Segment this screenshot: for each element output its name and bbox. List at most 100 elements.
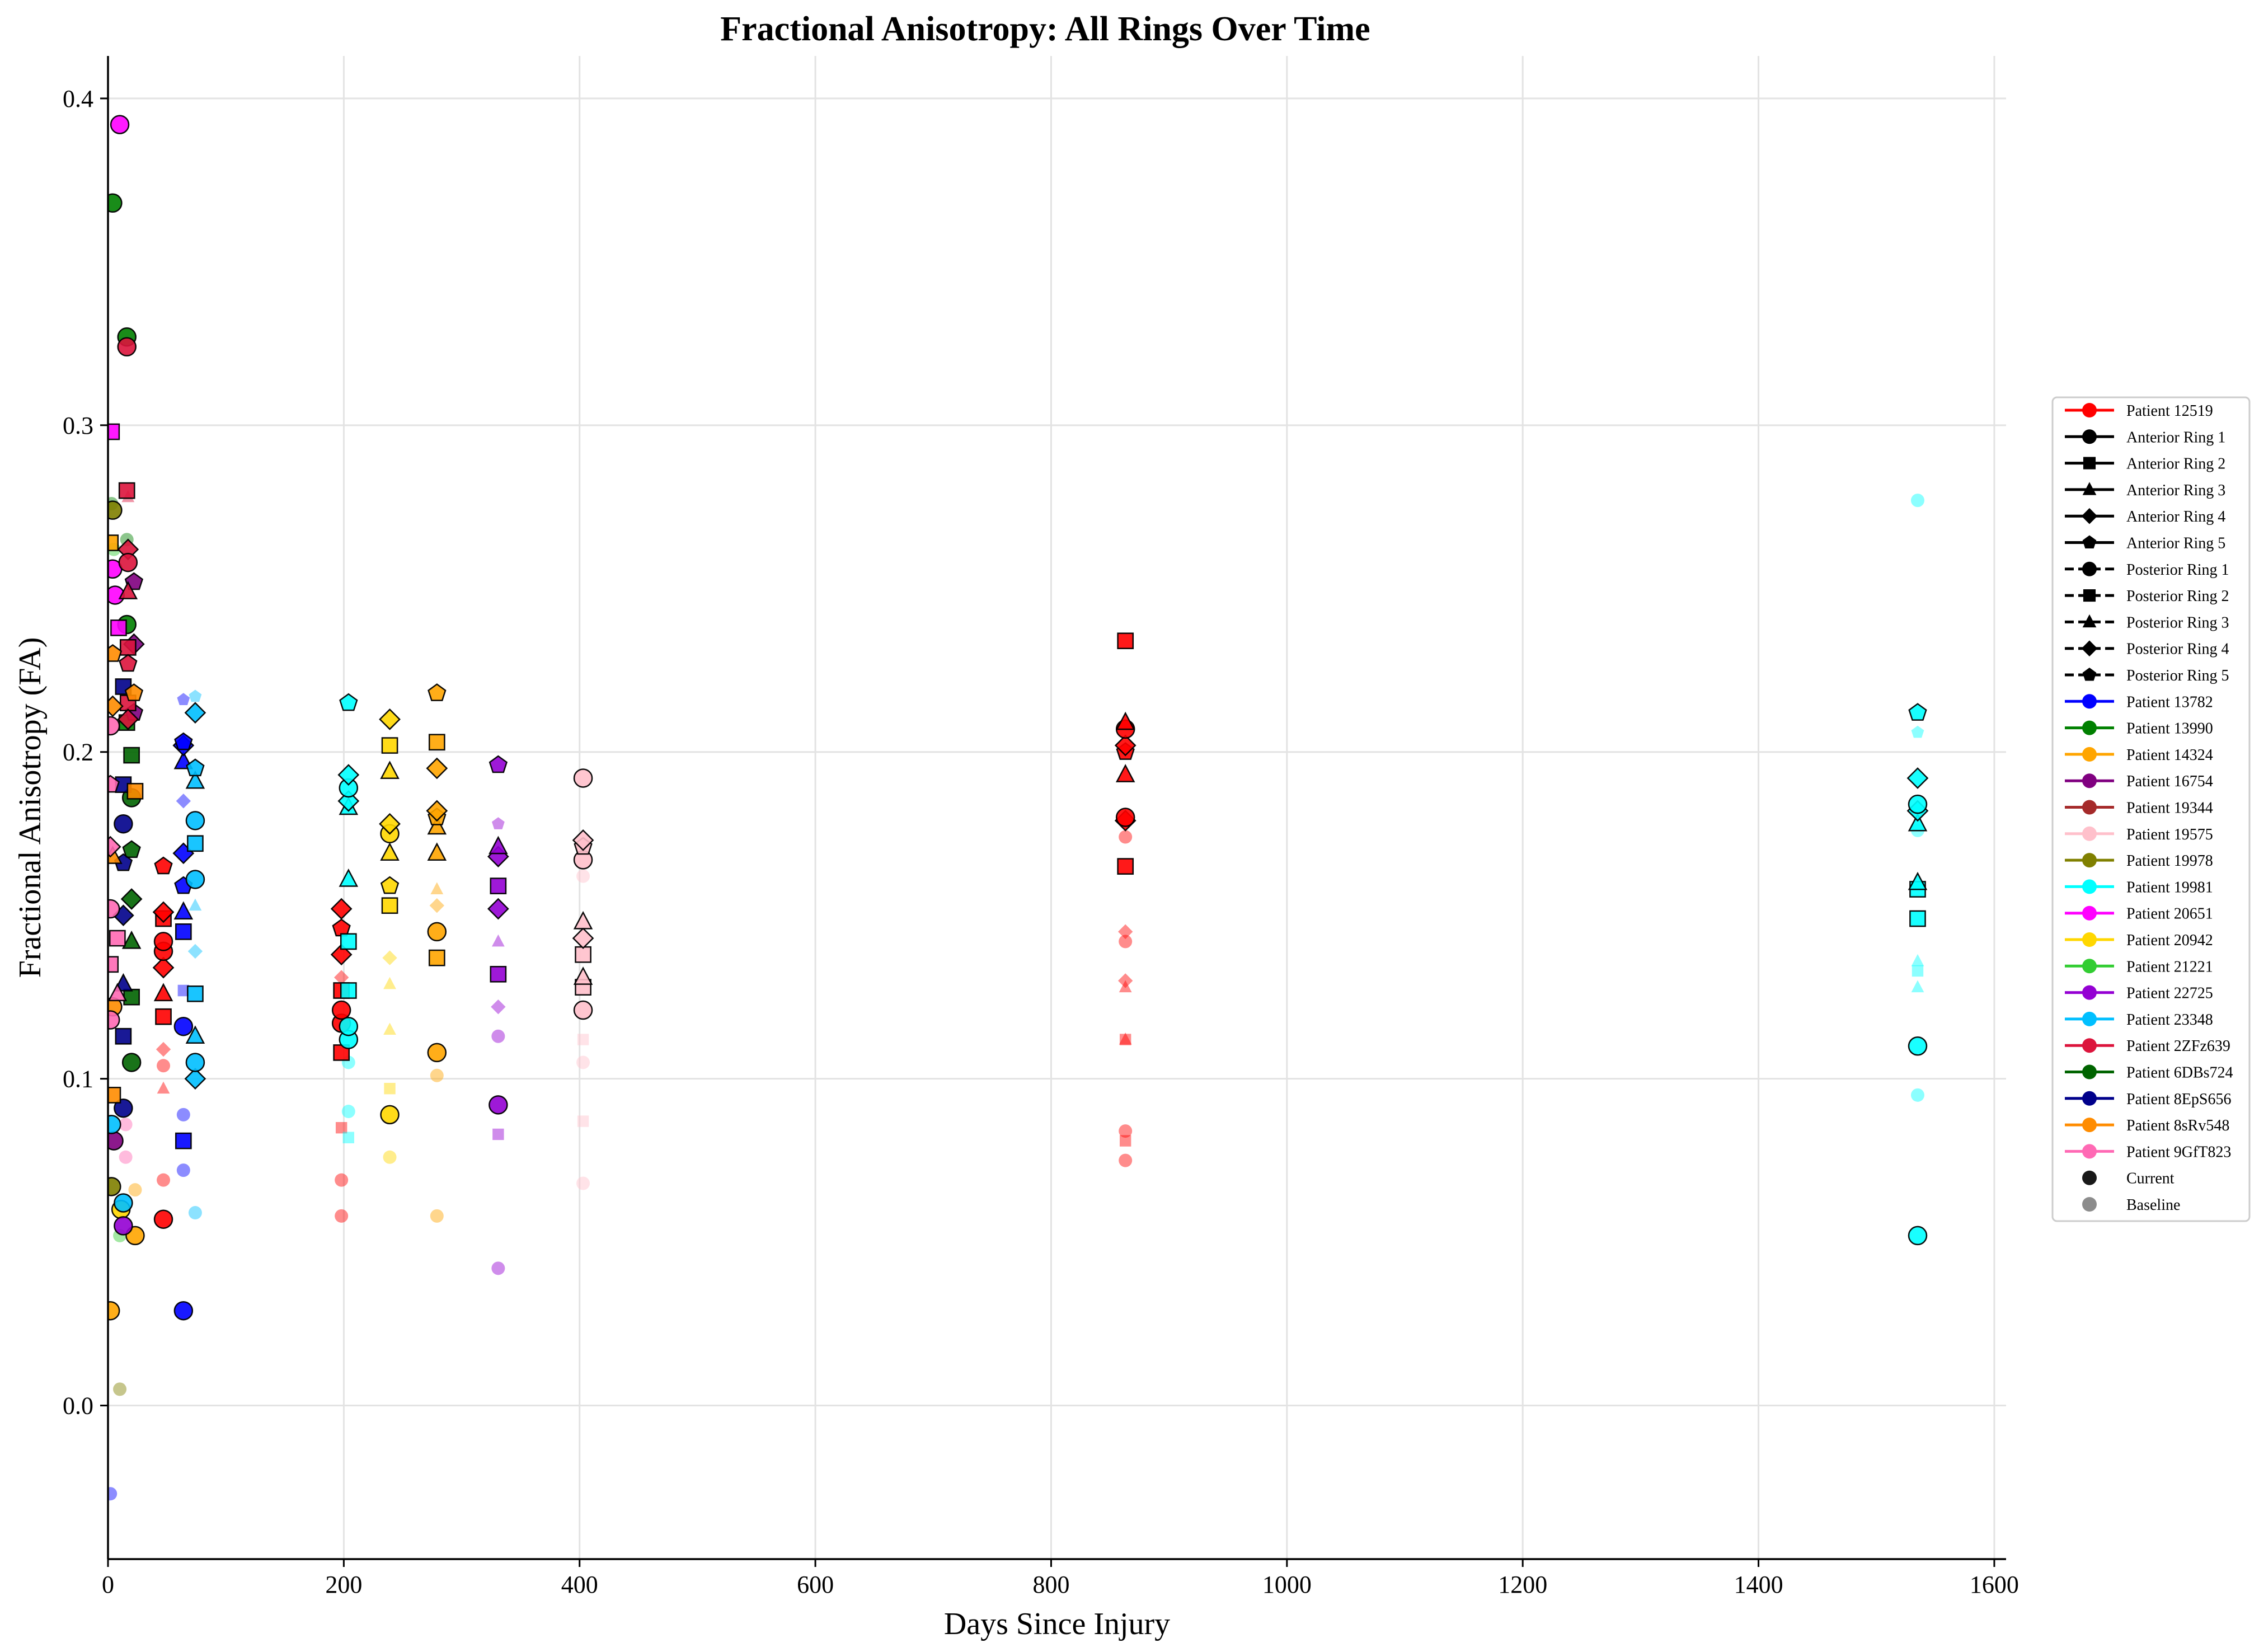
legend-label: Posterior Ring 2	[2126, 588, 2229, 605]
x-tick-label: 1000	[1262, 1571, 1312, 1598]
baseline-point	[177, 693, 190, 706]
current-point	[330, 898, 353, 920]
baseline-point	[176, 794, 191, 809]
baseline-point	[177, 984, 190, 997]
legend-marker	[2082, 614, 2097, 628]
legend-label: Baseline	[2126, 1196, 2180, 1214]
current-point	[184, 702, 206, 724]
current-point	[152, 956, 175, 979]
baseline-point	[189, 898, 202, 911]
legend-item: Patient 19978	[2065, 852, 2213, 870]
current-point	[187, 985, 204, 1002]
legend-item: Patient 20651	[2065, 905, 2213, 923]
current-point	[123, 747, 140, 764]
current-point	[1115, 711, 1135, 730]
legend-item: Patient 20942	[2065, 932, 2213, 949]
legend-label: Patient 8sRv548	[2126, 1117, 2229, 1134]
legend-marker	[2081, 508, 2098, 524]
legend-marker	[2082, 535, 2097, 549]
y-tick-label: 0.2	[63, 739, 93, 766]
current-point	[1908, 703, 1927, 721]
current-point	[118, 482, 135, 499]
current-point	[175, 923, 192, 940]
current-point	[1114, 734, 1136, 757]
baseline-point	[383, 1022, 396, 1035]
baseline-point	[576, 1176, 590, 1190]
current-point	[108, 1010, 120, 1030]
current-point	[108, 500, 123, 520]
legend-item: Patient 8EpS656	[2065, 1091, 2231, 1108]
legend-marker	[2082, 694, 2097, 709]
baseline-point	[429, 898, 445, 913]
current-point	[573, 768, 593, 788]
baseline-point	[430, 882, 444, 894]
current-point	[108, 1177, 121, 1196]
current-point	[108, 695, 124, 717]
legend-marker	[2083, 457, 2096, 470]
current-point	[489, 1095, 508, 1115]
current-point	[426, 800, 448, 822]
current-point	[108, 423, 120, 440]
baseline-point	[156, 1041, 171, 1057]
baseline-point	[157, 1173, 171, 1187]
x-axis-label: Days Since Injury	[944, 1607, 1170, 1641]
baseline-point	[119, 1150, 133, 1164]
baseline-point	[157, 1059, 171, 1073]
baseline-point	[1910, 1088, 1924, 1102]
legend-marker	[2082, 482, 2097, 495]
legend-marker	[2082, 1011, 2097, 1026]
baseline-points	[108, 490, 1924, 1501]
baseline-point	[1119, 830, 1133, 844]
legend-item: Anterior Ring 3	[2065, 482, 2225, 499]
baseline-point	[335, 1122, 347, 1134]
current-point	[185, 870, 205, 889]
baseline-point	[382, 950, 397, 965]
current-point	[1906, 767, 1929, 789]
baseline-point	[491, 1261, 505, 1275]
legend-item: Posterior Ring 1	[2065, 561, 2229, 579]
baseline-point	[341, 1105, 355, 1119]
y-ticks: 0.0 0.1 0.2 0.3 0.4	[63, 85, 108, 1420]
current-point	[337, 790, 360, 812]
legend-marker	[2082, 905, 2097, 921]
current-point	[380, 842, 400, 861]
legend-item: Patient 21221	[2065, 958, 2213, 975]
legend-item: Patient 9GfT823	[2065, 1143, 2231, 1161]
current-point	[174, 732, 193, 750]
legend-label: Patient 23348	[2126, 1011, 2213, 1029]
legend-marker	[2082, 720, 2097, 735]
legend-item: Posterior Ring 2	[2065, 588, 2229, 605]
baseline-point	[188, 1206, 202, 1220]
legend-item: Patient 13990	[2065, 720, 2213, 738]
current-point	[118, 552, 138, 572]
baseline-point	[1910, 494, 1924, 508]
baseline-point	[383, 1150, 397, 1164]
current-point	[1115, 808, 1135, 827]
current-point	[427, 922, 447, 942]
current-point	[108, 956, 119, 973]
baseline-point	[1911, 954, 1924, 966]
current-point	[575, 946, 591, 963]
baseline-point	[335, 1173, 349, 1187]
baseline-point	[1912, 965, 1924, 977]
legend-marker	[2082, 985, 2097, 1000]
y-tick-label: 0.3	[63, 412, 93, 439]
current-point	[339, 868, 359, 887]
baseline-point	[342, 1132, 354, 1143]
legend-label: Anterior Ring 3	[2126, 482, 2225, 499]
current-point	[114, 814, 133, 834]
x-tick-label: 1400	[1734, 1571, 1783, 1598]
current-point	[1909, 910, 1926, 927]
current-point	[428, 949, 445, 966]
current-point	[185, 770, 205, 789]
current-point	[108, 775, 120, 793]
legend-label: Current	[2126, 1170, 2175, 1188]
legend: Patient 12519 Anterior Ring 1 Anterior Rin…	[2051, 396, 2251, 1222]
baseline-point	[491, 999, 506, 1015]
current-point	[184, 1068, 206, 1090]
current-point	[379, 708, 401, 730]
baseline-point	[187, 944, 203, 959]
legend-marker	[2082, 932, 2097, 947]
current-point	[121, 930, 142, 949]
